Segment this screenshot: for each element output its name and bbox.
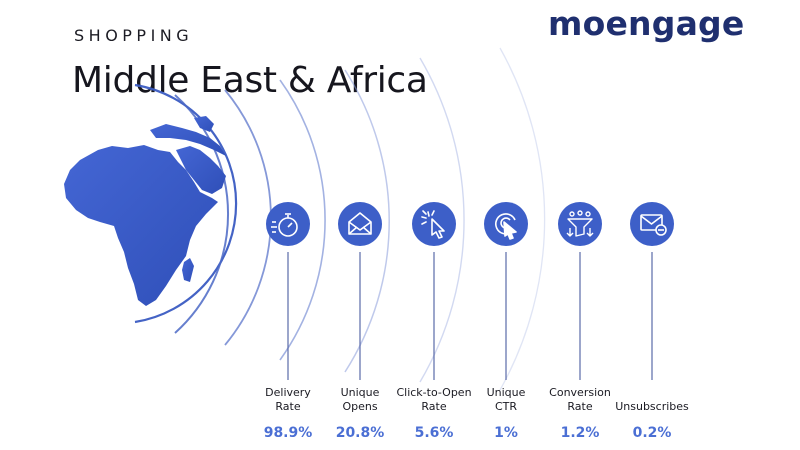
metric-label-click-to-open-rate: Click-to-Open Rate [396, 386, 472, 413]
logo-swoosh-icon [583, 32, 605, 40]
arc-1 [134, 83, 238, 324]
metric-value-conversion-rate: 1.2% [560, 425, 600, 441]
metric-circle [412, 202, 456, 246]
arc-5 [344, 69, 390, 373]
arc-7 [499, 47, 546, 391]
metric-label-delivery-rate: Delivery Rate [265, 386, 311, 413]
logo-text-o: o [582, 4, 606, 43]
metric-value-unique-ctr: 1% [494, 425, 518, 441]
page-title: Middle East & Africa [72, 60, 428, 101]
concentric-arcs [134, 47, 546, 391]
metric-label-unique-opens: Unique Opens [340, 386, 380, 413]
arc-6 [419, 57, 465, 383]
stopwatch-icon [271, 213, 298, 237]
metric-circle [266, 202, 310, 246]
metric-value-click-to-open-rate: 5.6% [414, 425, 454, 441]
metric-label-conversion-rate: Conversion Rate [549, 386, 611, 413]
metric-value-unsubscribes: 0.2% [632, 425, 672, 441]
metric-markers [266, 202, 674, 380]
cursor-click-icon [421, 210, 445, 239]
envelope-open-icon [348, 212, 372, 235]
arc-3 [224, 89, 272, 346]
logo-text-end: engage [605, 4, 745, 43]
envelope-minus-icon [640, 214, 667, 236]
arc-4 [279, 79, 326, 361]
conversion-funnel-icon [566, 210, 594, 237]
target-cursor-icon [495, 213, 517, 240]
metric-label-unsubscribes: Unsubscribes [615, 400, 689, 413]
metric-circle [558, 202, 602, 246]
metric-value-delivery-rate: 98.9% [263, 425, 313, 441]
moengage-logo: mo engage [548, 4, 744, 43]
logo-text-start: m [548, 4, 583, 43]
metric-label-unique-ctr: Unique CTR [486, 386, 526, 413]
metric-circle [338, 202, 382, 246]
metric-value-unique-opens: 20.8% [335, 425, 385, 441]
category-label: SHOPPING [74, 26, 194, 45]
africa-middle-east-map [64, 116, 226, 306]
